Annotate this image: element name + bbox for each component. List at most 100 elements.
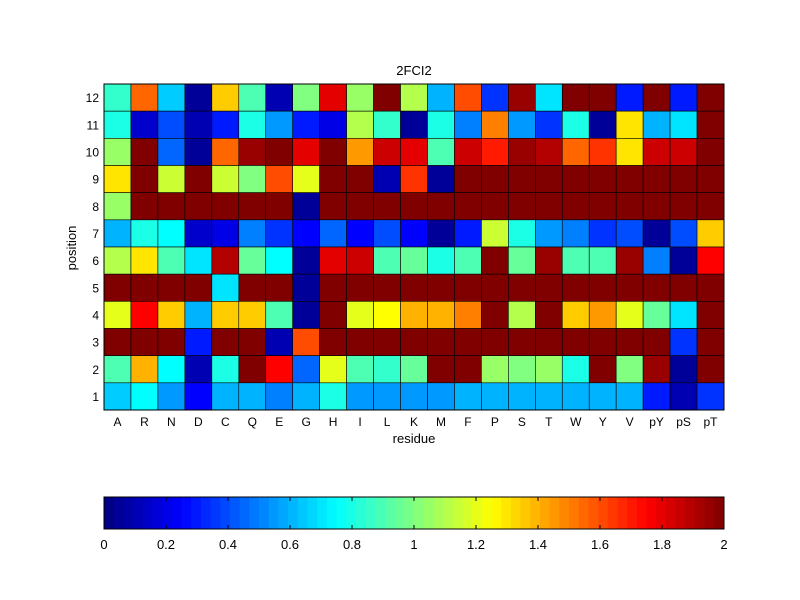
heatmap-cell	[588, 355, 617, 384]
heatmap-cell	[130, 273, 159, 302]
heatmap-cell	[508, 110, 536, 139]
colorbar-swatch	[326, 497, 337, 529]
colorbar-swatch	[539, 497, 551, 529]
colorbar-swatch	[530, 497, 541, 529]
heatmap-cell	[427, 328, 455, 356]
heatmap-cell	[157, 83, 186, 112]
x-tick-label: R	[140, 415, 149, 429]
heatmap-cell	[588, 110, 617, 139]
colorbar-tick-labels: 0 0.2 0.4 0.6 0.8 1 1.2 1.4 1.6 1.8 2	[100, 497, 728, 552]
heatmap-cell	[292, 83, 320, 112]
heatmap-cell	[481, 246, 509, 275]
heatmap-cell	[454, 328, 482, 356]
colorbar-tick-label: 2	[720, 537, 727, 552]
heatmap-cell	[130, 382, 159, 411]
heatmap-cell	[157, 110, 186, 139]
heatmap-cell	[508, 138, 536, 166]
heatmap-cell	[669, 110, 698, 139]
heatmap-cell	[103, 355, 132, 384]
heatmap-cell	[130, 301, 159, 329]
colorbar-swatch	[694, 497, 706, 529]
heatmap-cell	[346, 110, 374, 139]
heatmap-cell	[130, 83, 159, 112]
colorbar-swatch	[433, 497, 444, 529]
heatmap-cell	[508, 328, 536, 356]
heatmap-cell	[669, 246, 698, 275]
heatmap-cell	[238, 110, 267, 139]
colorbar-swatch	[249, 497, 260, 529]
heatmap-cell	[103, 219, 132, 248]
heatmap-cell	[481, 192, 509, 221]
heatmap-cell	[157, 192, 186, 221]
heatmap-cell	[265, 328, 293, 356]
heatmap-cell	[292, 246, 320, 275]
heatmap-cell	[238, 246, 267, 275]
heatmap-cell	[238, 328, 267, 356]
heatmap-cell	[696, 301, 725, 329]
heatmap-cell	[265, 355, 293, 384]
colorbar-tick-label: 0	[100, 537, 107, 552]
heatmap-cell	[319, 83, 347, 112]
x-tick-label: H	[329, 415, 338, 429]
heatmap-cell	[130, 355, 159, 384]
heatmap-cell	[642, 301, 671, 329]
heatmap-cell	[265, 246, 293, 275]
heatmap-cell	[211, 301, 240, 329]
heatmap-cell	[696, 138, 725, 166]
heatmap-cell	[535, 219, 563, 248]
heatmap-cell	[130, 138, 159, 166]
x-tick-label: D	[194, 415, 203, 429]
y-tick-labels: 12 11 10 9 8 7 6 5 4 3 2 1	[86, 91, 100, 404]
heatmap-cell	[588, 382, 617, 411]
heatmap-cell	[508, 192, 536, 221]
heatmap-cell	[265, 219, 293, 248]
x-tick-label: M	[436, 415, 446, 429]
heatmap-cell	[561, 355, 590, 384]
colorbar-swatch	[113, 497, 124, 529]
heatmap-cell	[561, 328, 590, 356]
heatmap-cell	[454, 83, 482, 112]
heatmap-cell	[508, 301, 536, 329]
colorbar-swatch	[627, 497, 638, 529]
heatmap-cell	[454, 273, 482, 302]
heatmap-cell	[508, 83, 536, 112]
heatmap-cell	[481, 382, 509, 411]
heatmap-cell	[615, 328, 644, 356]
heatmap-cell	[535, 83, 563, 112]
colorbar-swatch	[520, 497, 531, 529]
heatmap-cell	[346, 165, 374, 193]
heatmap-cell	[588, 219, 617, 248]
colorbar-swatch	[598, 497, 609, 529]
colorbar-swatch	[288, 497, 299, 529]
colorbar-swatch	[588, 497, 599, 529]
heatmap-cell	[400, 219, 428, 248]
heatmap-cell	[481, 301, 509, 329]
x-tick-label: V	[626, 415, 634, 429]
heatmap-cell	[346, 355, 374, 384]
heatmap-cell	[400, 138, 428, 166]
heatmap-cell	[265, 83, 293, 112]
heatmap-cell	[427, 165, 455, 193]
heatmap-cell	[561, 273, 590, 302]
colorbar-swatch	[317, 497, 328, 529]
heatmap-cell	[238, 301, 267, 329]
x-tick-label: Q	[248, 415, 257, 429]
heatmap-cell	[373, 355, 401, 384]
heatmap-cell	[373, 273, 401, 302]
y-tick-label: 2	[92, 363, 99, 377]
colorbar-swatch	[675, 497, 686, 529]
heatmap-cell	[130, 110, 159, 139]
heatmap-cell	[696, 219, 725, 248]
colorbar-tick-label: 1	[410, 537, 417, 552]
heatmap-cell	[561, 192, 590, 221]
heatmap-cell	[535, 273, 563, 302]
heatmap-cell	[130, 165, 159, 193]
heatmap-cell	[669, 83, 698, 112]
heatmap-cell	[400, 328, 428, 356]
heatmap-cell	[454, 301, 482, 329]
colorbar-swatch	[646, 497, 657, 529]
heatmap-cell	[319, 219, 347, 248]
colorbar-tick-label: 0.2	[157, 537, 175, 552]
heatmap-cell	[615, 382, 644, 411]
heatmap-cell	[103, 110, 132, 139]
